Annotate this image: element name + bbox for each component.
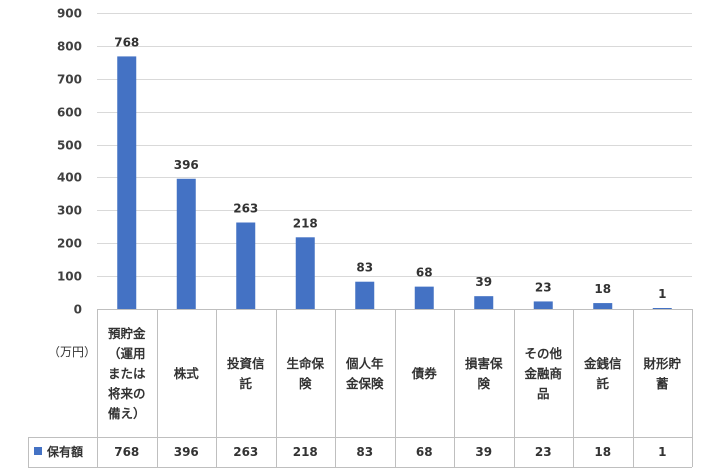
data-label: 396 — [174, 158, 199, 172]
category-label-line: 債券 — [411, 366, 438, 381]
bars — [117, 56, 672, 310]
table-value: 1 — [658, 445, 666, 459]
legend-series-name: 保有額 — [46, 444, 83, 459]
category-label-line: 預貯金 — [108, 326, 146, 341]
x-category-label: 投資信託 — [227, 356, 265, 391]
table-value: 18 — [594, 445, 611, 459]
x-category-label: 生命保険 — [286, 356, 324, 391]
category-label-line: 財形貯 — [642, 356, 681, 371]
category-label-line: 株式 — [174, 366, 200, 381]
data-label: 83 — [356, 261, 373, 275]
category-label-line: 金融商 — [523, 366, 562, 381]
table-value: 39 — [475, 445, 492, 459]
data-label: 768 — [114, 35, 139, 49]
x-category-label: 金銭信託 — [583, 356, 622, 391]
x-category-label: 債券 — [411, 366, 438, 381]
data-label: 18 — [594, 282, 611, 296]
category-label-line: 険 — [477, 376, 490, 391]
category-label-line: 損害保 — [465, 356, 503, 371]
category-label-line: または — [108, 366, 146, 381]
table-value: 23 — [535, 445, 552, 459]
bar — [295, 237, 315, 309]
category-label-line: 託 — [596, 376, 609, 391]
category-label-line: 蓄 — [656, 376, 669, 391]
category-label-line: 個人年 — [345, 356, 384, 371]
y-tick-label: 900 — [57, 7, 82, 21]
table-value: 218 — [293, 445, 318, 459]
y-tick-label: 700 — [57, 73, 82, 87]
data-label: 39 — [475, 275, 492, 289]
y-tick-label: 600 — [57, 106, 82, 120]
y-tick-label: 800 — [57, 40, 82, 54]
data-label: 23 — [535, 280, 552, 294]
table-value: 68 — [416, 445, 433, 459]
y-tick-label: 400 — [57, 171, 82, 185]
x-category-label: 預貯金 （運用または将来の備え） — [108, 326, 146, 421]
data-label: 263 — [233, 202, 258, 216]
category-label-line: 将来の — [108, 386, 146, 401]
category-label-line: 備え） — [108, 406, 146, 421]
x-category-label: 財形貯蓄 — [642, 356, 681, 391]
category-label-line: 金銭信 — [583, 356, 622, 371]
bar — [414, 286, 434, 309]
y-tick-label: 0 — [74, 303, 82, 317]
data-label: 1 — [658, 287, 666, 301]
bar — [533, 301, 553, 309]
category-label-line: 生命保 — [286, 356, 324, 371]
unit-label: （万円） — [48, 345, 96, 359]
y-tick-label: 500 — [57, 139, 82, 153]
table-value: 83 — [356, 445, 373, 459]
bar — [117, 56, 137, 310]
bar — [176, 178, 196, 309]
category-label-line: （運用 — [108, 346, 146, 361]
category-label-line: 品 — [537, 386, 550, 401]
y-tick-label: 300 — [57, 204, 82, 218]
bar — [474, 296, 494, 309]
y-axis: 0 100 200 300 400 500 600 700 800 900 — [57, 7, 82, 317]
table-value: 396 — [174, 445, 199, 459]
gridlines — [97, 13, 692, 277]
bar — [236, 222, 256, 309]
table-value: 768 — [114, 445, 139, 459]
bar — [652, 308, 672, 309]
x-category-label: 損害保険 — [465, 356, 503, 391]
category-label-line: その他 — [524, 346, 562, 361]
y-tick-label: 100 — [57, 270, 82, 284]
data-table: 預貯金（運用または将来の備え）株式投資信託生命保険個人年金保険債券損害保険その他… — [28, 309, 693, 468]
category-label-line: 金保険 — [345, 376, 384, 391]
bar — [593, 303, 613, 309]
data-label: 218 — [293, 216, 318, 230]
data-labels: 768 396 263 218 83 68 39 23 18 1 — [114, 35, 666, 301]
table-value: 263 — [233, 445, 258, 459]
data-label: 68 — [416, 266, 433, 280]
x-category-label: 株式 — [174, 366, 200, 381]
bar — [355, 281, 375, 309]
x-category-label: 個人年金保険 — [345, 356, 384, 391]
category-label-line: 投資信 — [227, 356, 265, 371]
legend-swatch — [34, 447, 42, 455]
x-category-label: その他金融商品 — [523, 346, 562, 401]
category-label-line: 託 — [239, 376, 252, 391]
y-tick-label: 200 — [57, 237, 82, 251]
category-label-line: 険 — [299, 376, 312, 391]
